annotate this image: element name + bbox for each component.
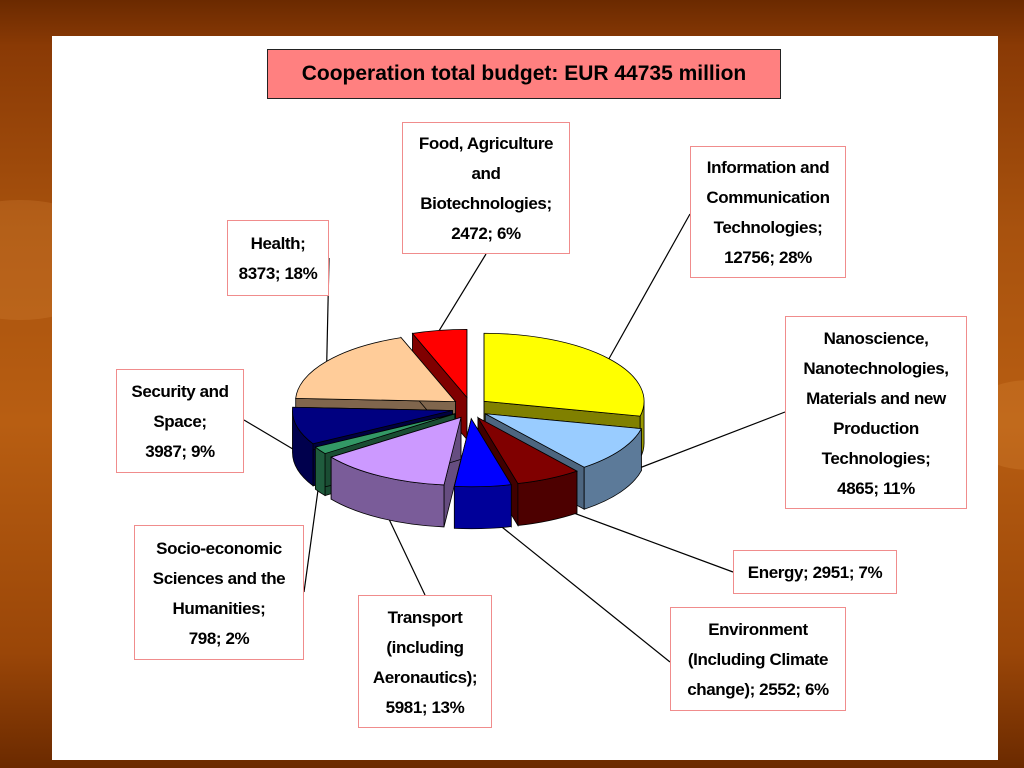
pie-slice-side — [453, 484, 512, 530]
label-ssh: Socio-economic Sciences and the Humanities… — [134, 525, 304, 660]
label-nano-line: Nanoscience, — [823, 328, 929, 348]
label-nano-line: 4865; 11% — [837, 478, 915, 498]
label-env-line: change); 2552; 6% — [687, 680, 829, 699]
pie-slice-top — [411, 328, 468, 399]
label-transport-line: Aeronautics); — [372, 667, 478, 687]
pie-slice-top — [330, 416, 462, 486]
label-transport: Transport (including Aeronautics); 5981; 13… — [358, 595, 492, 728]
label-food-line: 2472; 6% — [451, 224, 521, 243]
pie-slice-2 — [476, 416, 578, 527]
label-food: Food, Agriculture and Biotechnologies; 2472… — [402, 122, 570, 254]
pie-slice-top — [483, 332, 645, 417]
label-energy-line: Energy; 2951; 7% — [747, 563, 883, 582]
label-transport-line: 5981; 13% — [385, 697, 465, 717]
slide: Cooperation total budget: EUR 44735 mill… — [52, 36, 998, 760]
label-ssh-line: 798; 2% — [188, 628, 250, 648]
pie-slice-top — [485, 413, 642, 468]
pie-slice-top — [314, 413, 455, 455]
label-food-line: Biotechnologies; — [420, 194, 552, 213]
label-health-line: Health; — [250, 234, 306, 253]
pie-slice-4 — [330, 416, 462, 528]
label-nano-line: Production — [833, 418, 919, 438]
label-health: Health; 8373; 18% — [227, 220, 329, 296]
label-env: Environment (Including Climate change); 25… — [670, 607, 846, 711]
leader-line — [620, 411, 786, 476]
pie-slice-side — [314, 446, 326, 497]
leader-line — [548, 503, 734, 573]
pie-slice-top — [476, 416, 578, 484]
label-nano-line: Technologies; — [821, 448, 931, 468]
label-ict-line: Communication — [706, 188, 830, 207]
label-food-line: Food, Agriculture — [418, 134, 554, 153]
label-food-line: and — [471, 164, 501, 183]
label-security-line: 3987; 9% — [145, 442, 215, 461]
label-ict-line: 12756; 28% — [724, 248, 812, 267]
pie-slice-top — [295, 337, 457, 403]
label-nano-line: Nanotechnologies, — [803, 358, 949, 378]
label-security-line: Security and — [131, 382, 229, 401]
chart-title: Cooperation total budget: EUR 44735 mill… — [267, 49, 781, 99]
label-health-line: 8373; 18% — [238, 264, 318, 283]
leader-line — [608, 213, 691, 360]
label-energy: Energy; 2951; 7% — [733, 550, 897, 594]
leader-line — [243, 419, 298, 452]
label-nano: Nanoscience, Nanotechnologies, Materials a… — [785, 316, 967, 509]
pie-chart — [243, 213, 786, 663]
pie-slice-top — [292, 406, 453, 445]
pie-slice-top — [453, 417, 512, 488]
label-ict: Information and Communication Technologies… — [690, 146, 846, 278]
label-ict-line: Technologies; — [713, 218, 823, 237]
label-env-line: Environment — [708, 620, 808, 639]
label-security: Security and Space; 3987; 9% — [116, 369, 244, 473]
label-ssh-line: Sciences and the — [152, 568, 286, 588]
label-nano-line: Materials and new — [806, 388, 946, 408]
label-ssh-line: Humanities; — [172, 598, 266, 618]
label-env-line: (Including Climate — [687, 650, 829, 669]
label-ict-line: Information and — [706, 158, 830, 177]
pie-slice-3 — [453, 417, 512, 530]
leader-line — [303, 475, 321, 593]
leader-line — [438, 253, 487, 331]
label-ssh-line: Socio-economic — [156, 538, 282, 558]
label-transport-line: (including — [386, 637, 464, 657]
label-transport-line: Transport — [387, 607, 463, 627]
label-security-line: Space; — [153, 412, 207, 431]
leader-line — [482, 511, 671, 663]
